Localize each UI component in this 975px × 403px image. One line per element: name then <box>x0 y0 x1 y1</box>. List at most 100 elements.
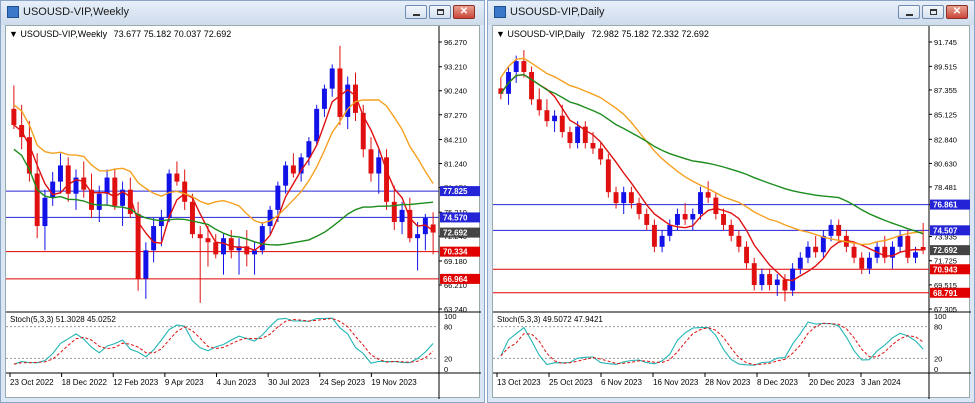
candle-body <box>244 246 250 255</box>
moving-average-line <box>13 88 434 252</box>
stoch-scale-label: 100 <box>444 312 457 321</box>
candle-body <box>590 142 596 149</box>
candle-body <box>882 246 888 258</box>
level-label: 68.791 <box>933 289 958 298</box>
candle-body <box>415 234 421 239</box>
price-scale-label: 63.240 <box>444 305 467 314</box>
level-label: 70.943 <box>933 265 958 274</box>
close-button[interactable]: ✕ <box>453 5 475 19</box>
candle-body <box>529 71 535 100</box>
level-tag <box>930 287 970 298</box>
candle-body <box>613 192 619 204</box>
candle-body <box>57 165 63 182</box>
candle-body <box>713 197 719 215</box>
candle-body <box>698 192 703 215</box>
close-icon: ✕ <box>952 6 962 17</box>
price-scale-label: 71.725 <box>934 257 957 266</box>
weekly-chart-svg[interactable]: ▼ USOUSD-VIP,Weekly 73.677 75.182 70.037… <box>6 26 481 399</box>
candle-body <box>820 235 826 253</box>
time-axis-label: 12 Feb 2023 <box>113 378 158 387</box>
moving-average-line <box>500 73 924 235</box>
candle-body <box>552 115 558 122</box>
candle-body <box>34 173 40 227</box>
candle-body <box>89 189 95 210</box>
candle-body <box>189 201 195 235</box>
daily-window-title: USOUSD-VIP,Daily <box>510 6 605 18</box>
daily-collapse-icon[interactable]: ▼ <box>496 29 507 39</box>
candle-body <box>897 235 903 247</box>
weekly-chart-area[interactable]: ▼ USOUSD-VIP,Weekly 73.677 75.182 70.037… <box>5 25 481 399</box>
candle-body <box>728 224 734 236</box>
candle-body <box>859 257 865 269</box>
candle-body <box>26 137 32 174</box>
candle-body <box>127 189 133 214</box>
candle-body <box>644 214 650 225</box>
weekly-collapse-icon[interactable]: ▼ <box>9 29 20 39</box>
candle-body <box>158 217 164 227</box>
candle-body <box>582 126 588 143</box>
daily-titlebar[interactable]: USOUSD-VIP,Daily ✕ <box>488 1 974 25</box>
candle-body <box>651 224 657 247</box>
level-tag <box>930 199 970 210</box>
candle-body <box>790 268 796 291</box>
time-axis-label: 20 Dec 2023 <box>809 378 855 387</box>
candle-body <box>889 246 895 258</box>
level-tag <box>440 246 480 257</box>
candle-body <box>205 238 211 243</box>
svg-text:▼ USOUSD-VIP,Daily 72.: ▼ USOUSD-VIP,Daily 72.982 75.182 72.332 … <box>496 29 709 39</box>
maximize-button[interactable] <box>922 5 944 19</box>
level-label: 74.570 <box>443 213 468 222</box>
time-axis-label: 28 Nov 2023 <box>705 378 751 387</box>
candle-body <box>399 209 405 223</box>
candle-body <box>65 165 71 194</box>
candle-body <box>767 274 773 286</box>
candle-body <box>329 68 335 89</box>
price-scale-label: 85.125 <box>934 110 957 119</box>
maximize-button[interactable] <box>429 5 451 19</box>
candle-body <box>759 274 765 286</box>
stoch-scale-label: 100 <box>934 312 947 321</box>
stoch-scale-label: 20 <box>444 354 452 363</box>
candle-body <box>744 246 750 264</box>
stoch-label: Stoch(5,3,3) 49.5072 47.9421 <box>497 315 603 324</box>
moving-average-line <box>500 73 924 282</box>
weekly-titlebar[interactable]: USOUSD-VIP,Weekly ✕ <box>1 1 484 25</box>
daily-chart-window[interactable]: USOUSD-VIP,Daily ✕ ▼ USOUSD-VIP,Daily 72… <box>487 0 975 403</box>
price-scale-label: 89.515 <box>934 62 957 71</box>
candle-body <box>120 189 126 206</box>
candle-body <box>905 235 911 258</box>
price-scale-label: 82.840 <box>934 135 957 144</box>
daily-chart-svg[interactable]: ▼ USOUSD-VIP,Daily 72.982 75.182 72.332 … <box>493 26 971 399</box>
level-tag <box>440 212 480 223</box>
close-icon: ✕ <box>459 6 469 17</box>
level-label: 66.964 <box>443 275 468 284</box>
weekly-chart-window[interactable]: USOUSD-VIP,Weekly ✕ ▼ USOUSD-VIP,Weekly … <box>0 0 485 403</box>
candle-body <box>104 177 110 194</box>
candle-body <box>636 203 642 215</box>
price-scale-label: 96.270 <box>444 38 467 47</box>
candle-body <box>376 157 382 174</box>
price-scale-label: 90.240 <box>444 87 467 96</box>
level-label: 70.334 <box>443 248 468 257</box>
minimize-button[interactable] <box>898 5 920 19</box>
weekly-ohlc: 73.677 75.182 70.037 72.692 <box>114 29 232 39</box>
price-scale-label: 66.210 <box>444 281 467 290</box>
candle-body <box>536 99 542 111</box>
candle-body <box>290 165 296 174</box>
candle-body <box>422 217 428 235</box>
candle-body <box>828 224 834 236</box>
price-scale-label: 93.210 <box>444 63 467 72</box>
chart-window-icon <box>7 6 19 18</box>
maximize-icon <box>437 9 444 15</box>
candle-body <box>345 84 351 117</box>
candle-body <box>628 192 634 204</box>
stoch-scale-label: 0 <box>444 365 448 374</box>
daily-chart-area[interactable]: ▼ USOUSD-VIP,Daily 72.982 75.182 72.332 … <box>492 25 971 399</box>
candle-body <box>407 209 413 239</box>
time-axis-label: 13 Oct 2023 <box>497 378 541 387</box>
close-button[interactable]: ✕ <box>946 5 968 19</box>
time-axis-label: 6 Nov 2023 <box>601 378 642 387</box>
candle-body <box>751 263 757 286</box>
minimize-button[interactable] <box>405 5 427 19</box>
candle-body <box>314 108 320 142</box>
